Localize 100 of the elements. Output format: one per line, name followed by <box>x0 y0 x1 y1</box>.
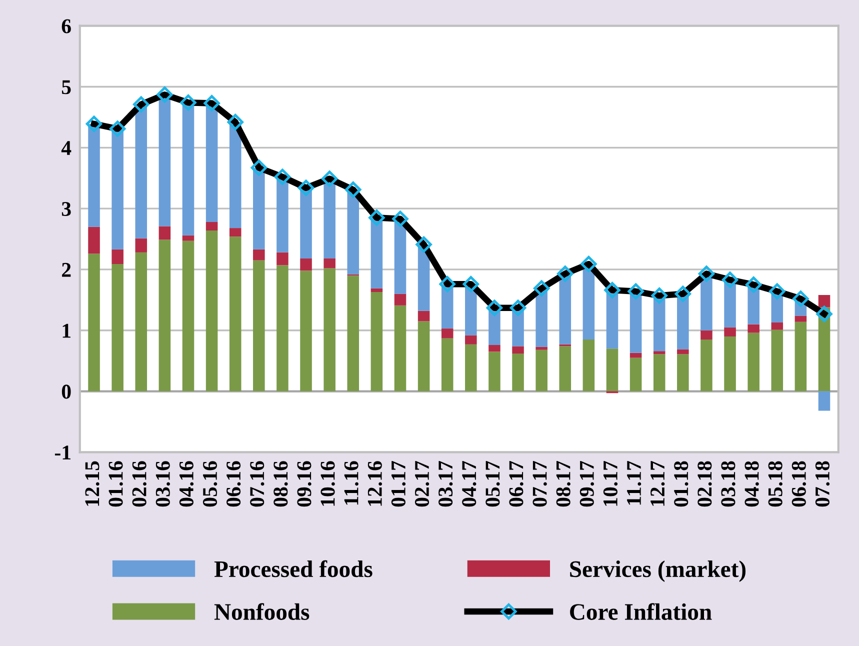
bar <box>206 230 218 392</box>
bar <box>512 346 524 354</box>
bar <box>512 354 524 392</box>
bar <box>700 330 712 340</box>
bar <box>158 240 171 392</box>
bar <box>582 340 595 392</box>
bar <box>253 249 265 260</box>
bar <box>724 336 736 392</box>
bar <box>818 391 830 411</box>
legend-label: Nonfoods <box>214 603 310 620</box>
legend-label: Services (market) <box>570 560 746 582</box>
bar <box>771 322 784 330</box>
bar <box>653 354 666 392</box>
legend-label: Core Inflation <box>570 603 712 620</box>
bar <box>112 264 124 392</box>
bar <box>347 190 360 274</box>
x-tick-label: 03.17 <box>438 461 453 507</box>
x-tick-label: 04.17 <box>462 461 476 507</box>
bar <box>88 226 100 254</box>
x-tick-label: 12.17 <box>650 461 665 506</box>
y-tick-label: 4 <box>61 141 72 155</box>
x-tick-label: 09.17 <box>580 461 594 507</box>
x-tick-label: 11.17 <box>627 461 642 505</box>
bar <box>229 122 242 228</box>
y-tick-label: 0 <box>62 384 71 399</box>
x-tick-label: 05.16 <box>202 461 218 507</box>
bar <box>700 340 712 392</box>
bar <box>724 327 736 336</box>
bar <box>488 352 500 392</box>
x-tick-label: 07.18 <box>815 461 830 507</box>
bar <box>182 102 194 236</box>
y-tick-label: -1 <box>54 446 70 460</box>
x-tick-label: 02.17 <box>414 461 430 507</box>
bar <box>276 265 288 392</box>
bar <box>300 188 312 259</box>
y-tick-label: 6 <box>62 19 71 34</box>
bar <box>488 345 500 352</box>
y-tick-label: 3 <box>62 202 71 216</box>
x-tick-label: 07.17 <box>532 461 547 507</box>
bar <box>536 346 548 350</box>
bar <box>630 352 642 358</box>
bar <box>441 338 454 392</box>
bar <box>818 295 830 308</box>
bar <box>559 274 572 344</box>
bar <box>370 288 383 292</box>
x-tick-label: 01.16 <box>108 461 123 507</box>
bar <box>88 124 100 227</box>
x-tick-label: 04.16 <box>179 461 194 507</box>
bar <box>324 268 336 392</box>
bar <box>606 348 618 392</box>
bar <box>112 249 124 264</box>
bar <box>135 238 148 252</box>
bar <box>300 270 312 392</box>
bar <box>771 330 784 392</box>
bar <box>370 292 383 392</box>
bar <box>347 276 360 392</box>
x-tick-label: 03.18 <box>721 461 736 507</box>
x-tick-label: 10.17 <box>603 461 618 506</box>
x-tick-label: 07.16 <box>250 461 264 507</box>
x-tick-label: 03.16 <box>156 461 170 507</box>
bar <box>324 258 336 268</box>
bar <box>88 254 100 392</box>
bar <box>418 321 430 392</box>
bar <box>182 240 194 392</box>
bar <box>677 349 689 354</box>
bar <box>653 351 666 354</box>
bar <box>677 354 689 392</box>
bar <box>465 344 477 392</box>
x-tick-label: 12.15 <box>85 461 100 506</box>
x-tick-label: 06.16 <box>226 461 241 507</box>
bar <box>300 258 312 271</box>
x-tick-label: 10.16 <box>320 461 335 506</box>
bar <box>370 218 383 288</box>
bar <box>794 322 807 392</box>
bar <box>229 236 242 392</box>
bar <box>394 294 406 306</box>
x-tick-label: 04.18 <box>744 461 759 507</box>
bar <box>559 346 572 392</box>
bar <box>748 332 760 392</box>
x-tick-label: 06.18 <box>792 461 806 507</box>
bar <box>253 168 265 250</box>
bar <box>441 328 454 338</box>
x-tick-label: 02.16 <box>132 461 146 507</box>
y-tick-label: 5 <box>62 80 71 94</box>
bar <box>394 305 406 392</box>
x-tick-label: 12.16 <box>368 461 382 506</box>
x-tick-label: 11.16 <box>344 461 358 505</box>
bar <box>630 358 642 392</box>
bar <box>677 294 689 350</box>
bar <box>112 128 124 250</box>
bar <box>135 252 148 392</box>
bar <box>158 226 171 240</box>
x-tick-label: 01.17 <box>391 461 406 507</box>
x-tick-label: 01.18 <box>674 461 688 507</box>
bar <box>536 350 548 392</box>
bar <box>465 335 477 344</box>
bar <box>418 310 430 322</box>
y-tick-label: 2 <box>62 262 71 277</box>
bar <box>182 235 194 241</box>
bar <box>794 316 807 322</box>
